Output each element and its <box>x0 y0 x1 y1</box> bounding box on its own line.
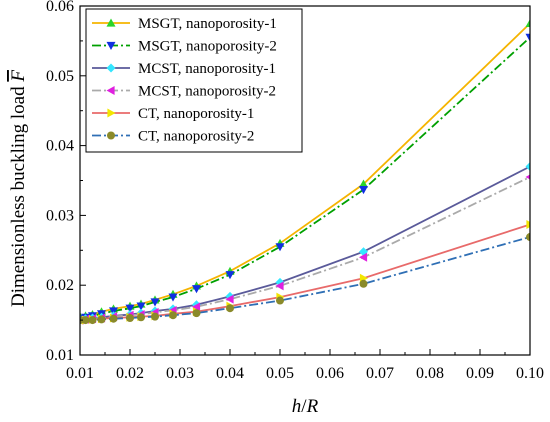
x-tick-label: 0.10 <box>516 365 544 382</box>
series-4-point-14 <box>525 174 530 180</box>
x-tick-label: 0.07 <box>366 365 394 382</box>
x-axis-title: h/R <box>292 396 319 417</box>
series-2-point-6 <box>125 304 135 313</box>
legend-marker-2 <box>106 41 116 50</box>
y-tick-label: 0.04 <box>46 138 74 155</box>
series-6-point-8 <box>151 312 159 321</box>
axes: 0.01 0.02 0.03 0.04 0.05 0.06 0.07 0.08 0.09 0.10… <box>8 0 544 417</box>
y-tick-label: 0.06 <box>46 0 74 15</box>
x-tick-label: 0.03 <box>166 365 194 382</box>
legend-label-6: CT, nanoporosity-2 <box>138 129 254 145</box>
plot-area <box>80 18 530 325</box>
series-1-point-13 <box>359 179 368 188</box>
series-1-point-14 <box>525 18 530 28</box>
y-tick-label: 0.05 <box>46 68 74 85</box>
series-2-point-14 <box>525 33 530 42</box>
series-6-point-10 <box>192 309 201 318</box>
x-tick-label: 0.01 <box>66 365 94 382</box>
series-2-point-7 <box>136 302 146 311</box>
series-4-point-10 <box>192 302 201 312</box>
legend-label-4: MCST, nanoporosity-2 <box>138 84 276 100</box>
legend-label-5: CT, nanoporosity-1 <box>138 106 254 122</box>
series-4-point-12 <box>275 281 284 291</box>
series-group <box>80 18 530 325</box>
series-5-point-14 <box>526 219 530 229</box>
legend-label-3: MCST, nanoporosity-1 <box>138 61 276 77</box>
legend-marker-5 <box>107 108 116 118</box>
series-6-point-12 <box>276 296 284 305</box>
y-tick-label: 0.02 <box>46 277 74 294</box>
series-2-point-8 <box>150 298 160 307</box>
y-tick-label: 0.01 <box>46 347 74 364</box>
series-6-point-14 <box>526 233 530 242</box>
series-6-point-7 <box>137 313 145 322</box>
x-tick-label: 0.04 <box>216 365 244 382</box>
series-line-2 <box>80 36 530 320</box>
legend-marker-4 <box>106 86 115 95</box>
series-6-point-6 <box>126 314 134 323</box>
series-4-point-13 <box>359 252 368 262</box>
x-tick-label: 0.02 <box>116 365 144 382</box>
series-2-point-13 <box>359 185 368 195</box>
series-6-point-9 <box>169 311 177 320</box>
y-axis-symbol: F <box>8 70 29 83</box>
series-2-point-9 <box>168 293 178 302</box>
legend-label-1: MSGT, nanoporosity-1 <box>138 16 277 32</box>
y-tick-label: 0.03 <box>46 207 74 224</box>
x-tick-label: 0.06 <box>316 365 344 382</box>
y-axis-title: Dimensionless buckling load F <box>8 70 29 307</box>
series-3-point-14 <box>525 162 530 172</box>
legend-marker-3 <box>106 63 116 73</box>
series-line-6 <box>80 236 530 322</box>
x-tick-label: 0.05 <box>266 365 294 382</box>
series-6-point-4 <box>97 315 106 324</box>
series-4-point-11 <box>225 294 234 304</box>
x-tick-label: 0.08 <box>416 365 444 382</box>
legend: MSGT, nanoporosity-1 MSGT, nanoporosity-2… <box>85 8 303 153</box>
legend-marker-6 <box>107 131 115 140</box>
series-3-point-13 <box>359 247 368 257</box>
series-6-point-13 <box>359 279 368 288</box>
series-6-point-2 <box>81 316 90 325</box>
series-6-point-3 <box>88 316 97 325</box>
series-6-point-5 <box>109 314 118 323</box>
series-line-4 <box>80 176 530 321</box>
x-tick-label: 0.09 <box>466 365 494 382</box>
series-2-point-10 <box>192 285 201 294</box>
legend-label-2: MSGT, nanoporosity-2 <box>138 39 277 55</box>
series-6-point-11 <box>226 304 234 313</box>
legend-marker-1 <box>106 18 116 27</box>
series-2-point-12 <box>275 243 285 252</box>
legend-box <box>85 8 303 153</box>
series-2-point-11 <box>225 271 235 280</box>
